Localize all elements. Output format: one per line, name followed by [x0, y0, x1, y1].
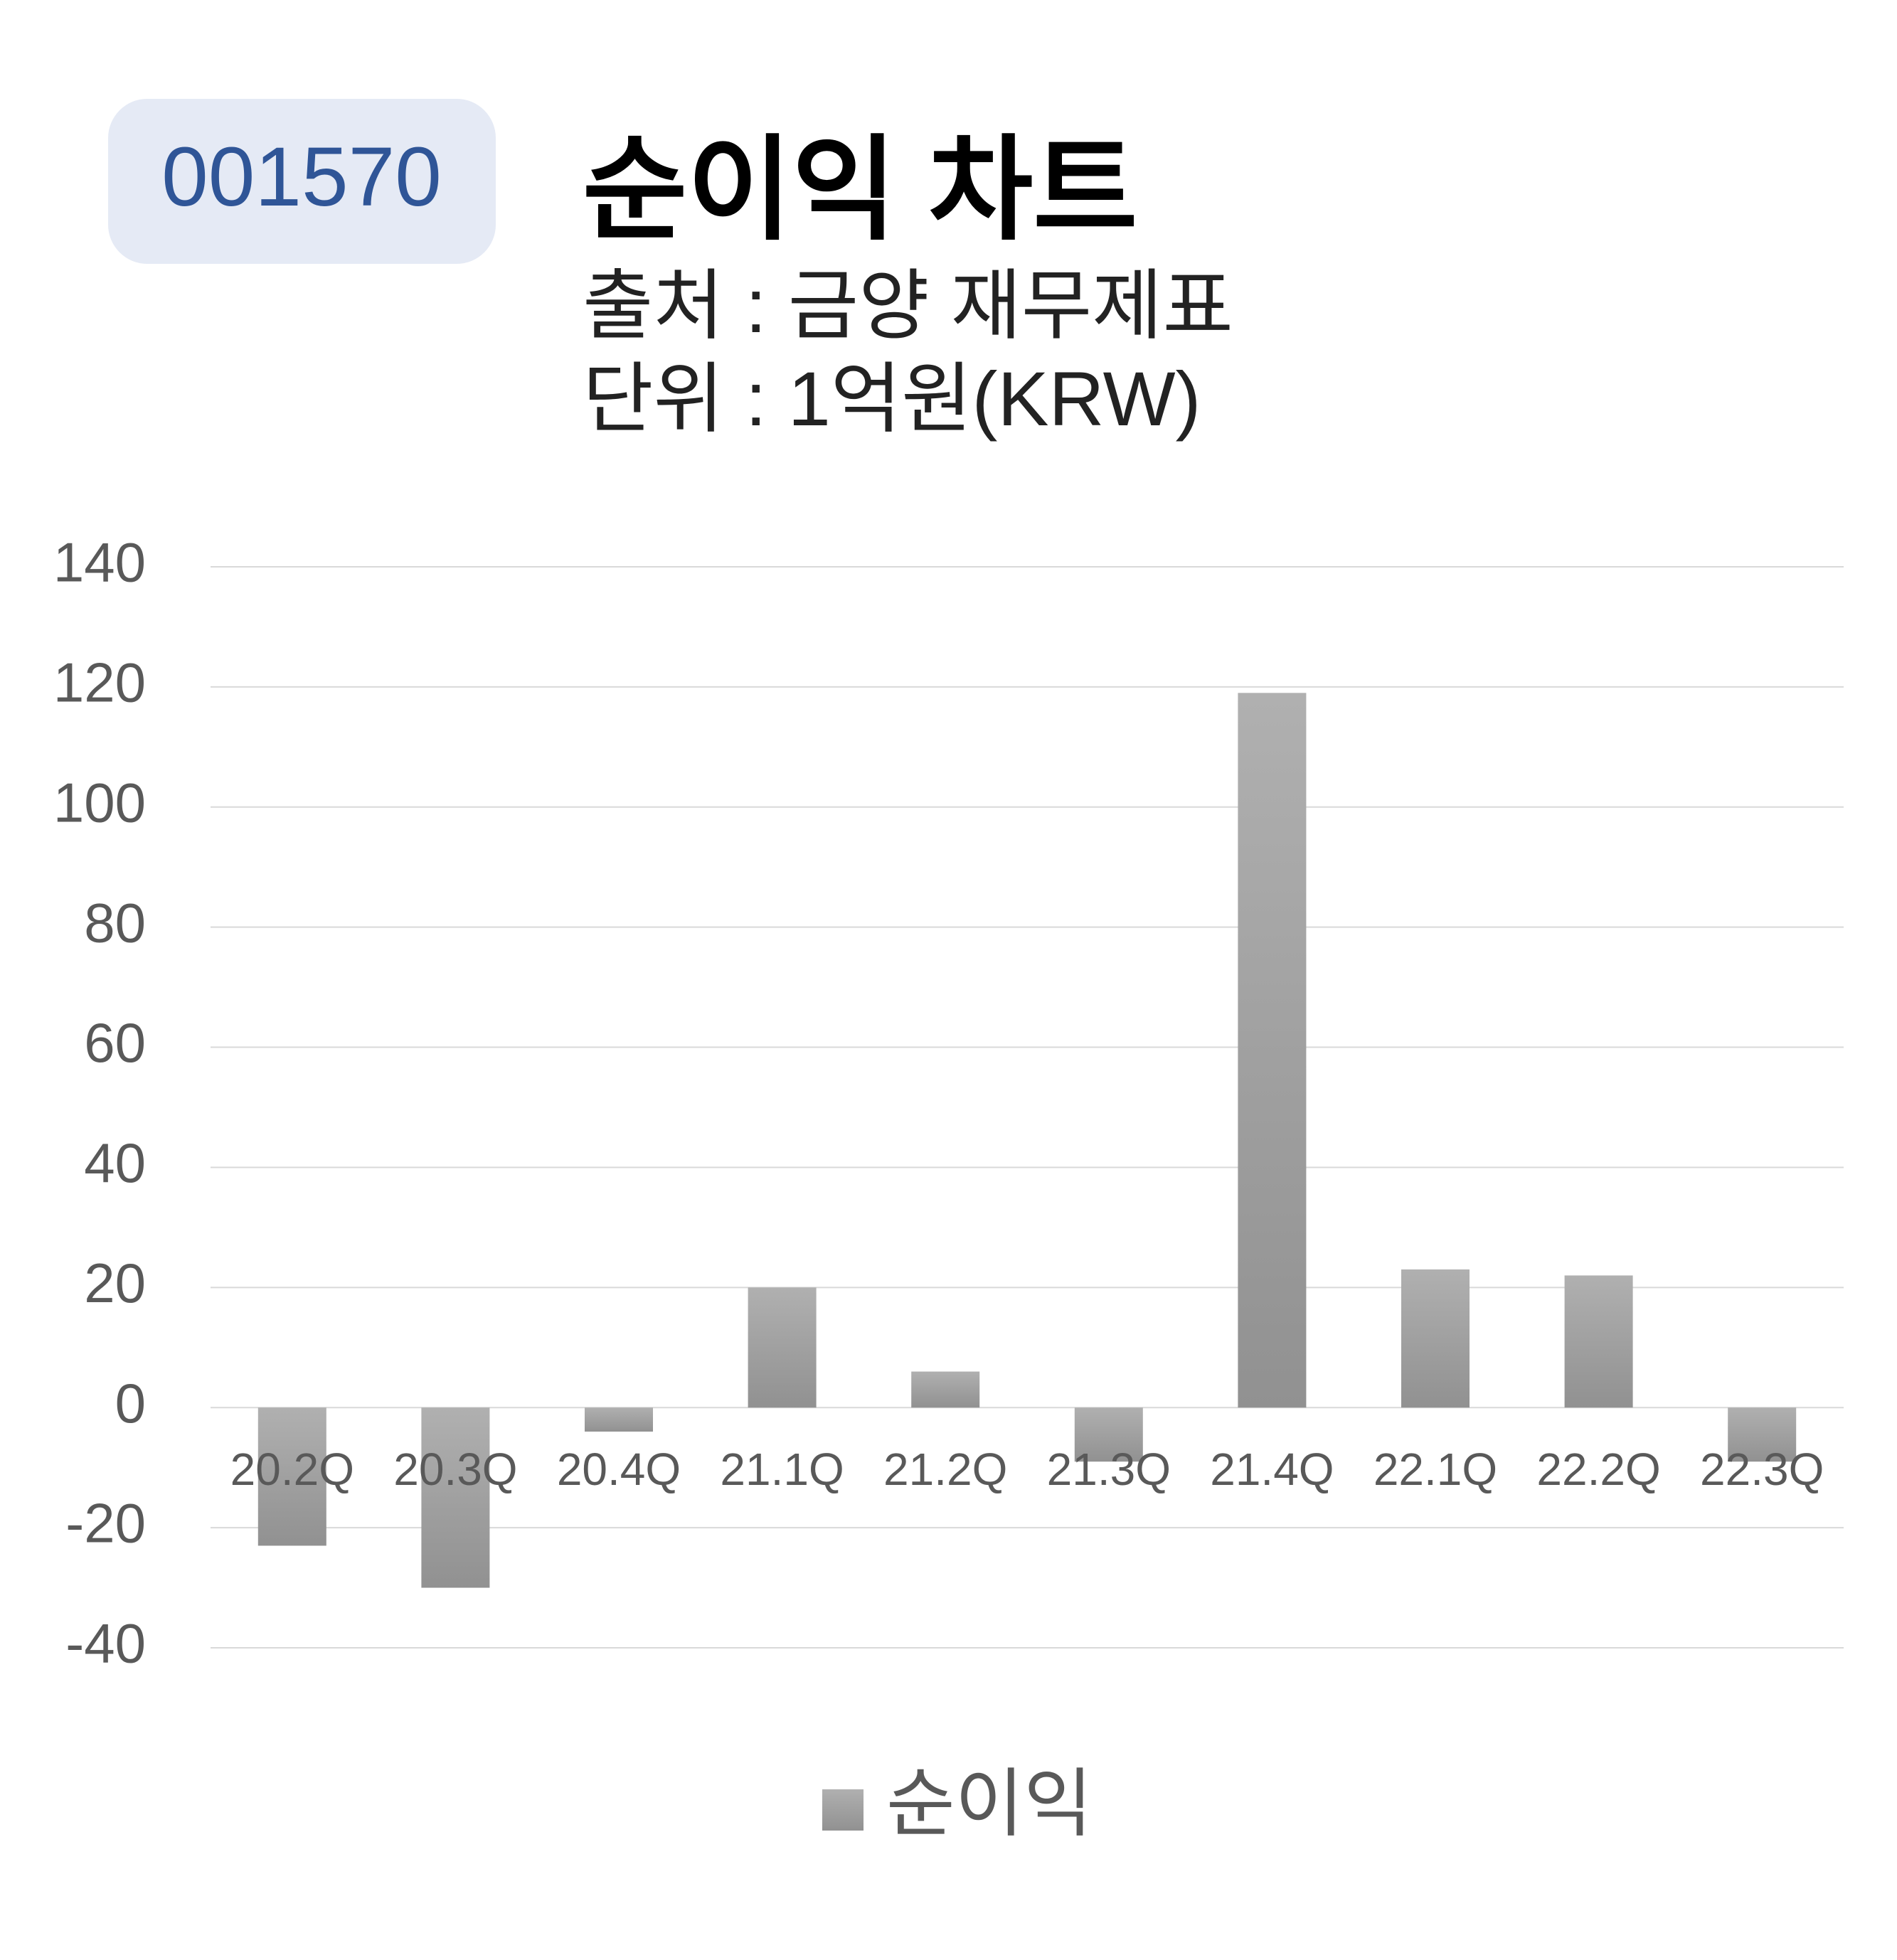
- chart-title: 순이익 차트: [583, 126, 1137, 253]
- y-tick-label: -40: [65, 1612, 146, 1675]
- y-tick-label: 20: [84, 1252, 146, 1314]
- x-tick-label: 21.2Q: [883, 1444, 1007, 1495]
- y-tick-label: 120: [53, 651, 146, 713]
- bar: [421, 1407, 490, 1588]
- legend-label: 순이익: [886, 1763, 1093, 1846]
- bar: [911, 1371, 980, 1408]
- bar: [1074, 1407, 1143, 1462]
- x-tick-label: 21.1Q: [720, 1444, 844, 1495]
- y-tick-label: 80: [84, 891, 146, 954]
- bar: [1564, 1275, 1633, 1408]
- y-tick-label: 40: [84, 1131, 146, 1194]
- subtitle: 출처 : 금양 재무제표: [583, 262, 1233, 348]
- x-tick-label: 20.2Q: [230, 1444, 354, 1495]
- code-badge: [108, 99, 496, 264]
- bar: [1238, 693, 1307, 1408]
- x-tick-label: 22.2Q: [1536, 1444, 1660, 1495]
- code: 001570: [161, 130, 442, 224]
- bar: [257, 1407, 326, 1546]
- y-tick-label: -20: [65, 1492, 146, 1555]
- bar: [1401, 1269, 1470, 1408]
- x-tick-label: 21.3Q: [1047, 1444, 1171, 1495]
- y-tick-label: 60: [84, 1011, 146, 1074]
- x-tick-label: 22.3Q: [1700, 1444, 1824, 1495]
- bar: [585, 1407, 653, 1432]
- y-tick-label: 0: [115, 1372, 146, 1434]
- subtitle: 단위 : 1억원(KRW): [583, 356, 1201, 442]
- x-tick-label: 20.3Q: [393, 1444, 517, 1495]
- bar: [748, 1287, 817, 1408]
- x-tick-label: 20.4Q: [557, 1444, 681, 1495]
- x-tick-label: 22.1Q: [1373, 1444, 1497, 1495]
- y-tick-label: 100: [53, 771, 146, 833]
- y-tick-label: 140: [53, 531, 146, 594]
- bar: [1728, 1407, 1797, 1462]
- x-tick-label: 21.4Q: [1210, 1444, 1334, 1495]
- legend-swatch: [822, 1789, 864, 1831]
